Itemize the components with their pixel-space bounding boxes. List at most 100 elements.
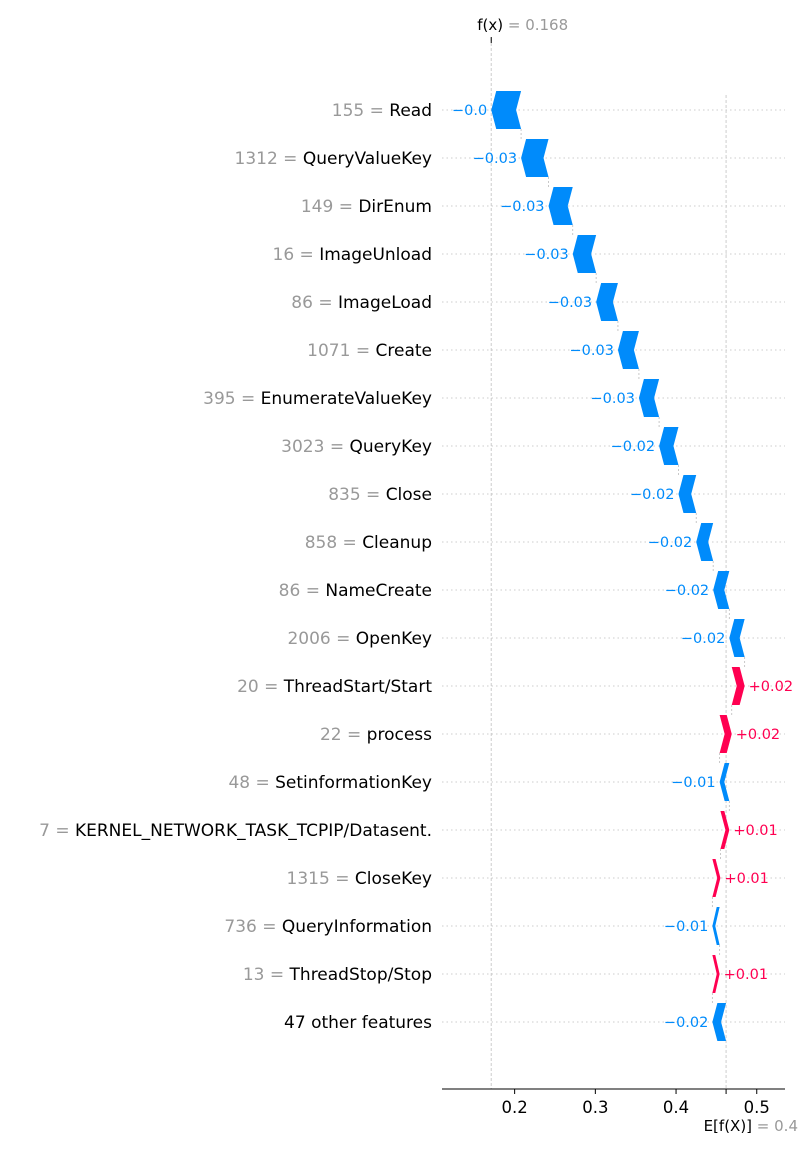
fx-symbol: f(x) xyxy=(477,16,508,34)
negative-bar xyxy=(729,619,745,657)
negative-bar xyxy=(719,763,730,801)
feature-value: 835 = xyxy=(328,485,386,505)
bar-value-label: −0.02 xyxy=(648,535,692,551)
feature-value: 86 = xyxy=(291,293,338,313)
bar-value-label: −0.03 xyxy=(570,343,614,359)
feature-name: process xyxy=(367,725,432,745)
feature-value: 1071 = xyxy=(307,341,375,361)
feature-name: ThreadStart/Start xyxy=(283,677,433,697)
positive-bar xyxy=(731,667,745,705)
fx-label: f(x) = 0.168 xyxy=(477,16,568,34)
negative-bar xyxy=(659,427,679,465)
feature-name: ThreadStop/Stop xyxy=(289,965,432,985)
feature-name: OpenKey xyxy=(356,629,432,649)
feature-name: KERNEL_NETWORK_TASK_TCPIP/Datasent. xyxy=(75,821,432,841)
feature-label: 47 other features xyxy=(284,1013,432,1033)
bar-value-label: −0.03 xyxy=(500,199,544,215)
feature-label: 16 = ImageUnload xyxy=(273,245,432,265)
feature-name: DirEnum xyxy=(358,197,432,217)
x-tick-label: 0.5 xyxy=(744,1098,770,1117)
feature-name: SetinformationKey xyxy=(275,773,432,793)
x-tick-label: 0.4 xyxy=(663,1098,689,1117)
base-symbol: E[f(X)] xyxy=(704,1117,757,1135)
feature-name: 47 other features xyxy=(284,1013,432,1033)
bar-value-label: −0.0 xyxy=(452,103,487,119)
feature-value: 48 = xyxy=(228,773,275,793)
bar-value-label: +0.02 xyxy=(749,679,793,695)
feature-name: ImageUnload xyxy=(319,245,432,265)
feature-label: 2006 = OpenKey xyxy=(287,629,432,649)
feature-name: ImageLoad xyxy=(338,293,432,313)
feature-value: 149 = xyxy=(301,197,359,217)
positive-bar xyxy=(712,955,720,993)
feature-label: 86 = NameCreate xyxy=(279,581,432,601)
feature-value: 858 = xyxy=(305,533,363,553)
feature-value: 155 = xyxy=(332,101,390,121)
negative-bar xyxy=(712,907,720,945)
feature-label: 3023 = QueryKey xyxy=(281,437,432,457)
feature-label: 48 = SetinformationKey xyxy=(228,773,432,793)
x-tick-label: 0.2 xyxy=(502,1098,528,1117)
bar-value-label: −0.03 xyxy=(524,247,568,263)
negative-bar xyxy=(572,235,597,273)
negative-bar xyxy=(617,331,639,369)
feature-value: 2006 = xyxy=(287,629,355,649)
negative-bar xyxy=(696,523,714,561)
feature-label: 149 = DirEnum xyxy=(301,197,432,217)
feature-label: 395 = EnumerateValueKey xyxy=(203,389,432,409)
feature-name: QueryInformation xyxy=(282,917,432,937)
base-label: E[f(X)] = 0.4 xyxy=(704,1117,798,1135)
bar-value-label: −0.01 xyxy=(664,919,708,935)
feature-name: EnumerateValueKey xyxy=(261,389,432,409)
negative-bar xyxy=(596,283,618,321)
x-tick-label: 0.3 xyxy=(582,1098,608,1117)
bar-value-label: +0.02 xyxy=(736,727,780,743)
bar-value-label: −0.03 xyxy=(473,151,517,167)
feature-label: 13 = ThreadStop/Stop xyxy=(243,965,432,985)
bar-value-label: −0.02 xyxy=(665,583,709,599)
feature-name: CloseKey xyxy=(355,869,432,889)
bar-value-label: −0.02 xyxy=(664,1015,708,1031)
bar-value-label: −0.02 xyxy=(630,487,674,503)
feature-label: 835 = Close xyxy=(328,485,432,505)
feature-label: 736 = QueryInformation xyxy=(224,917,432,937)
negative-bar xyxy=(521,139,549,177)
feature-name: Cleanup xyxy=(362,533,432,553)
feature-value: 3023 = xyxy=(281,437,349,457)
feature-label: 155 = Read xyxy=(332,101,432,121)
feature-value: 16 = xyxy=(273,245,320,265)
feature-label: 20 = ThreadStart/Start xyxy=(237,677,432,697)
negative-bar xyxy=(491,91,522,129)
feature-value: 20 = xyxy=(237,677,284,697)
bar-value-label: −0.03 xyxy=(590,391,634,407)
feature-value: 86 = xyxy=(279,581,326,601)
feature-value: 13 = xyxy=(243,965,290,985)
feature-name: NameCreate xyxy=(325,581,432,601)
feature-label: 86 = ImageLoad xyxy=(291,293,432,313)
feature-value: 22 = xyxy=(320,725,367,745)
feature-value: 1312 = xyxy=(235,149,303,169)
feature-value: 736 = xyxy=(224,917,282,937)
bar-value-label: +0.01 xyxy=(724,871,768,887)
feature-label: 1315 = CloseKey xyxy=(287,869,432,889)
bar-value-label: +0.01 xyxy=(724,967,768,983)
feature-name: Create xyxy=(376,341,433,361)
bar-value-label: −0.03 xyxy=(548,295,592,311)
feature-value: 7 = xyxy=(39,821,75,841)
bar-value-label: −0.01 xyxy=(671,775,715,791)
base-value: = 0.4 xyxy=(757,1117,798,1135)
positive-bar xyxy=(719,715,732,753)
feature-value: 395 = xyxy=(203,389,261,409)
bar-value-label: +0.01 xyxy=(733,823,777,839)
feature-label: 858 = Cleanup xyxy=(305,533,432,553)
positive-bar xyxy=(720,811,730,849)
fx-value: = 0.168 xyxy=(508,16,568,34)
feature-label: 1071 = Create xyxy=(307,341,432,361)
negative-bar xyxy=(638,379,660,417)
feature-label: 22 = process xyxy=(320,725,432,745)
bar-value-label: −0.02 xyxy=(681,631,725,647)
positive-bar xyxy=(712,859,721,897)
negative-bar xyxy=(678,475,697,513)
